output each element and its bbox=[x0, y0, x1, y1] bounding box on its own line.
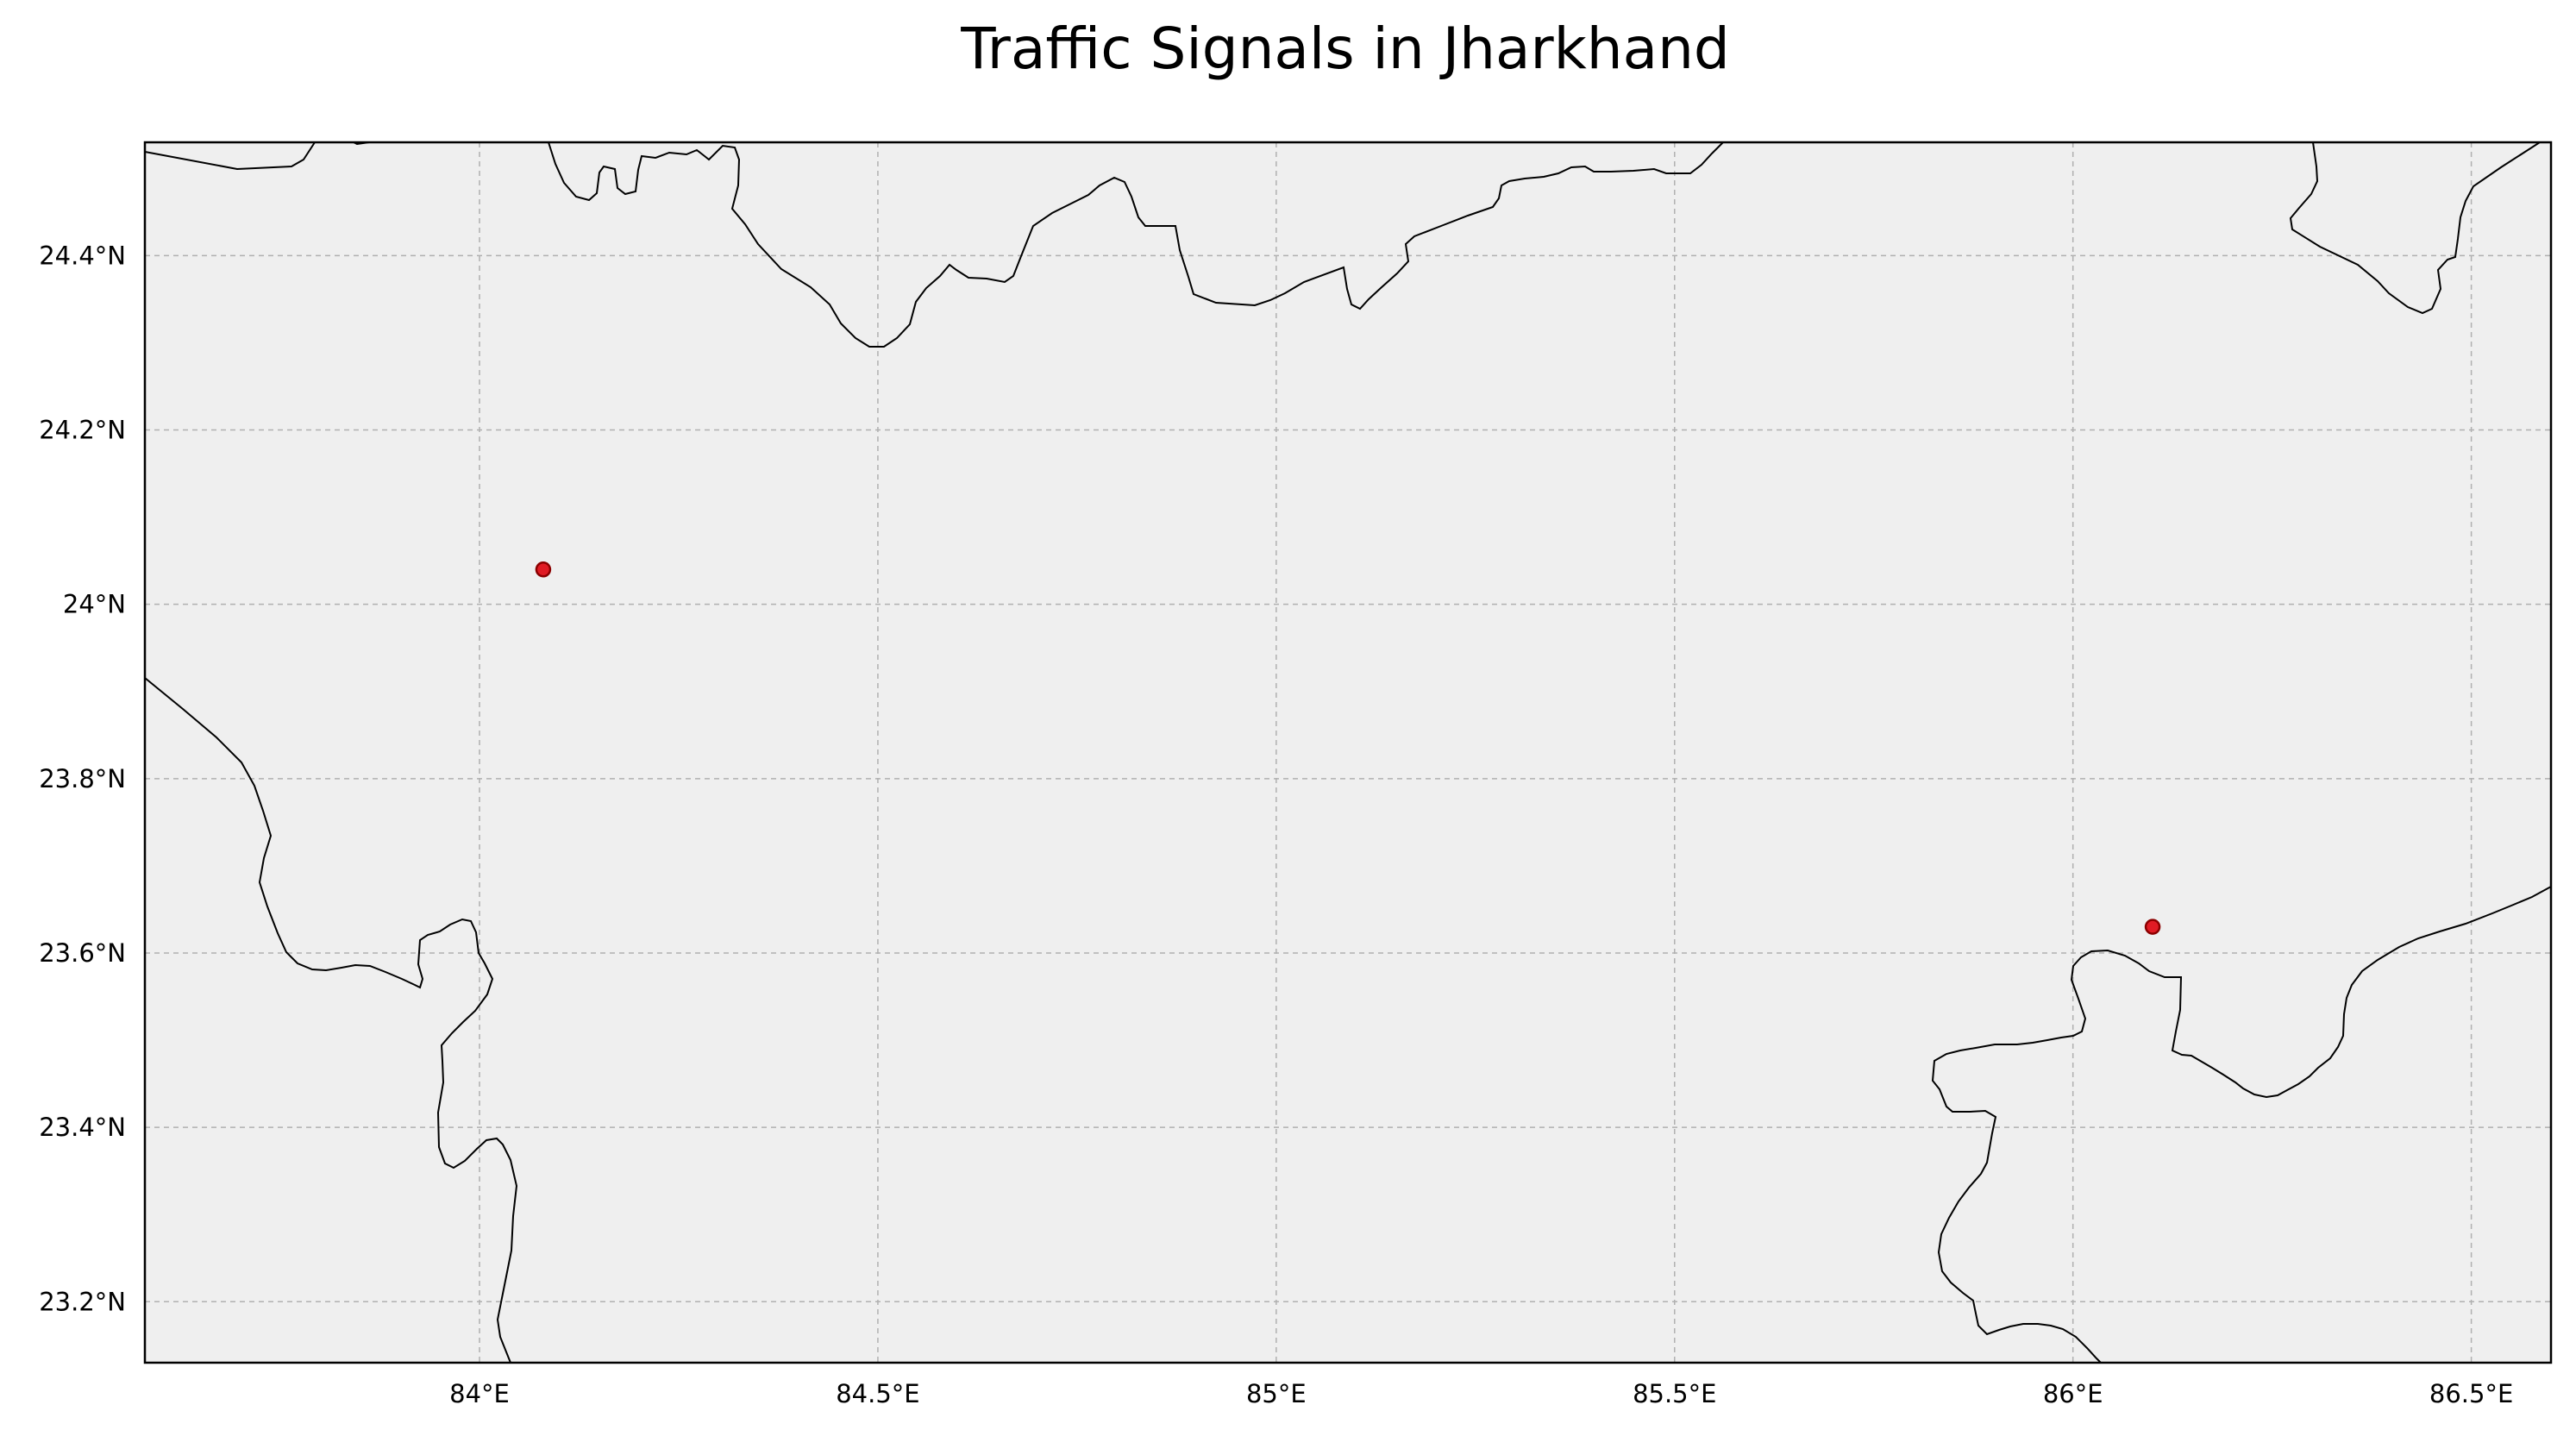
map-title: Traffic Signals in Jharkhand bbox=[961, 16, 1730, 82]
latitude-ticks: 23.2°N 23.4°N 23.6°N 24°N 23.8°N 24.2°N 24.4°N bbox=[39, 241, 126, 1316]
boundary-left bbox=[144, 677, 518, 1364]
lat-tick-label: 23.2°N bbox=[39, 1287, 126, 1316]
longitude-ticks: 84°E 84.5°E 85°E 85.5°E 86°E 86.5°E bbox=[449, 1379, 2513, 1408]
lat-tick-label: 23.4°N bbox=[39, 1113, 126, 1142]
lat-tick-label: 24°N bbox=[63, 590, 126, 619]
boundary-right bbox=[1931, 886, 2552, 1364]
lon-tick-label: 85°E bbox=[1246, 1379, 1307, 1408]
state-boundaries bbox=[144, 141, 2552, 1364]
lon-tick-label: 84.5°E bbox=[836, 1379, 919, 1408]
boundary-top-left bbox=[144, 141, 316, 171]
lat-tick-label: 23.8°N bbox=[39, 764, 126, 793]
boundary-top-center bbox=[548, 141, 1724, 348]
traffic-signal-marker bbox=[2144, 919, 2161, 935]
lat-tick-label: 23.6°N bbox=[39, 938, 126, 968]
map-frame bbox=[143, 141, 2553, 1364]
lon-tick-label: 86.5°E bbox=[2429, 1379, 2513, 1408]
traffic-signal-marker bbox=[535, 561, 552, 578]
lon-tick-label: 86°E bbox=[2043, 1379, 2103, 1408]
gridlines bbox=[145, 142, 2551, 1363]
signal-markers bbox=[535, 561, 2161, 935]
lon-tick-label: 84°E bbox=[449, 1379, 510, 1408]
lat-tick-label: 24.2°N bbox=[39, 416, 126, 445]
lon-tick-label: 85.5°E bbox=[1633, 1379, 1716, 1408]
lat-tick-label: 24.4°N bbox=[39, 241, 126, 270]
boundary-top-right bbox=[2289, 141, 2541, 315]
map-background bbox=[145, 142, 2551, 1363]
